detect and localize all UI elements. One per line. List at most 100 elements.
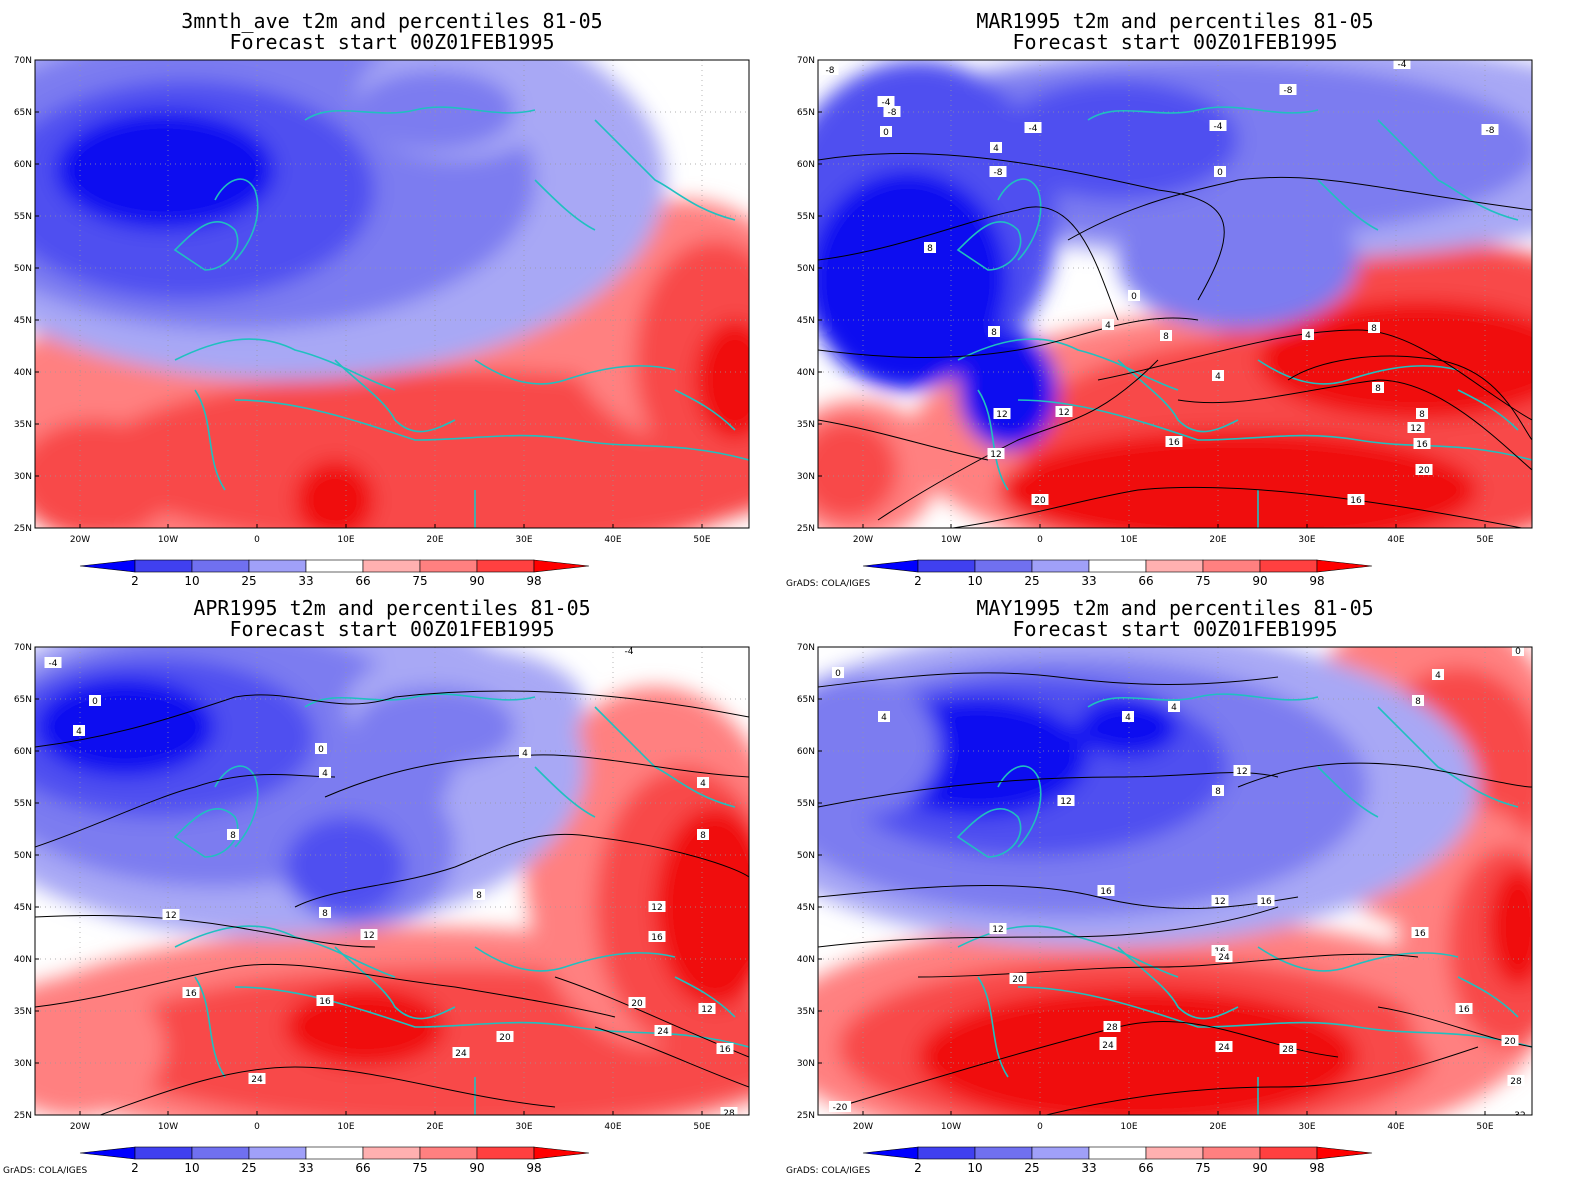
contour-label: 12 [165,911,176,921]
panel-title: 3mnth_ave t2m and percentiles 81-05 [181,9,602,33]
colorbar-segment [305,1146,364,1160]
contour-label: 12 [996,410,1007,420]
colorbar-segment [134,559,193,573]
lon-tick-label: 50E [1476,535,1493,545]
colorbar-label: 90 [1252,1161,1267,1175]
lon-tick-label: 20E [1209,1122,1226,1132]
colorbar-label: 98 [1309,1161,1324,1175]
colorbar-label: 66 [355,574,370,588]
contour-line [818,152,1225,301]
colorbar-segment [1031,559,1090,573]
contour-label: -4 [1214,122,1223,132]
contour-label: -4 [882,98,891,108]
colorbar-segment [191,559,250,573]
contour-label: 8 [1419,410,1425,420]
colorbar-max-arrow [533,1146,590,1160]
coastlines [173,106,749,528]
contour-label: 28 [1106,1023,1118,1033]
shaded-region [285,987,445,1067]
colorbar-label: 98 [526,1161,541,1175]
panel-title: MAY1995 t2m and percentiles 81-05 [976,596,1373,620]
latitude-labels: 70N 65N 60N 55N 50N 45N 40N 35N 30N 25N [14,643,39,1121]
lat-tick-label: 40N [14,955,32,965]
contour-label: -4 [1029,124,1038,134]
contour-label: 16 [719,1045,731,1055]
contour-line [1097,329,1532,421]
longitude-labels: 20W 10W 0 10E 20E 30E 40E 50E [70,524,711,545]
shaded-region [295,460,375,528]
colorbar-segment [305,559,364,573]
colorbar-segment [248,1146,307,1160]
contour-label: 16 [1350,496,1362,506]
contour-label: 20 [1504,1037,1516,1047]
colorbar-segment [134,1146,193,1160]
contour-line [594,1026,749,1088]
contour-label: 0 [1217,168,1223,178]
contour-label: 8 [230,831,236,841]
colorbar-label: 66 [355,1161,370,1175]
contour-label: 4 [1435,671,1441,681]
contour-label: 8 [927,244,933,254]
lat-tick-label: 30N [14,1059,32,1069]
lat-tick-label: 45N [14,903,32,913]
lon-tick-label: 10E [337,1122,354,1132]
contour-label: 32 [1514,1111,1525,1121]
lon-tick-label: 30E [1298,535,1315,545]
percentile-field: -4 0 4 0 4 4 4 8 8 8 8 12 12 12 16 16 16 20 24 20 24 16 24 12 -4… [35,647,749,1115]
colorbar-label: 10 [184,574,199,588]
grads-credit: GrADS: COLA/IGES [3,1166,87,1176]
colorbar-segment [1145,1146,1204,1160]
contour-label: 16 [1168,438,1180,448]
coastlines [956,106,1532,528]
lon-tick-label: 40E [604,1122,621,1132]
longitude-labels: 20W 10W 0 10E 20E 30E 40E 50E [70,1111,711,1132]
shaded-region [998,430,1478,528]
contour-labels: 0444812812161216161216202428202428241620… [829,647,1529,1121]
shaded-region [818,420,898,520]
latitude-labels: 70N 65N 60N 55N 50N 45N 40N 35N 30N 25N [14,56,39,534]
contour-label: -4 [625,647,634,657]
colorbar-label: 10 [184,1161,199,1175]
lon-tick-label: 20W [853,535,873,545]
contour-label: 20 [499,1033,511,1043]
lon-tick-label: 50E [1476,1122,1493,1132]
colorbar-label: 90 [469,574,484,588]
panel-title: MAR1995 t2m and percentiles 81-05 [976,9,1373,33]
shaded-region [35,677,215,777]
contour-label: -8 [826,66,835,76]
contour-line [35,914,376,948]
contour-label: 0 [835,669,841,679]
colorbar-segment [362,1146,421,1160]
contour-lines [818,152,1532,528]
contour-label: 4 [322,769,328,779]
shaded-region [818,677,938,817]
colorbar-max-arrow [1316,559,1373,573]
percentile-field [35,60,749,528]
shaded-region [1078,697,1178,757]
lat-tick-label: 45N [14,316,32,326]
contour-label: 8 [322,909,328,919]
contour-label: 4 [1105,321,1111,331]
colorbar-segment [1202,559,1261,573]
lon-tick-label: 0 [254,1122,260,1132]
shaded-region [998,80,1238,200]
contour-label: 0 [883,128,889,138]
panel-subtitle: Forecast start 00Z01FEB1995 [229,30,554,54]
map-panel-1: 3mnth_ave t2m and percentiles 81-05Forec… [14,9,750,588]
colorbar-segment [1088,559,1147,573]
lat-tick-label: 50N [797,264,815,274]
lat-tick-label: 55N [14,799,32,809]
colorbar-min-arrow [862,559,919,573]
contour-label: 4 [881,713,887,723]
contour-lines [818,672,1532,1115]
contour-labels: -4 0 4 0 4 4 4 8 8 8 8 12 12 12 16 16 16 20 24 20 24 16 24 12 -4… [44,647,738,1115]
lon-tick-label: 50E [693,535,710,545]
lat-tick-label: 65N [14,108,32,118]
lon-tick-label: 0 [1037,1122,1043,1132]
colorbar-segment [362,559,421,573]
contour-label: 8 [1371,324,1377,334]
lat-tick-label: 65N [14,695,32,705]
lon-tick-label: 0 [1037,535,1043,545]
